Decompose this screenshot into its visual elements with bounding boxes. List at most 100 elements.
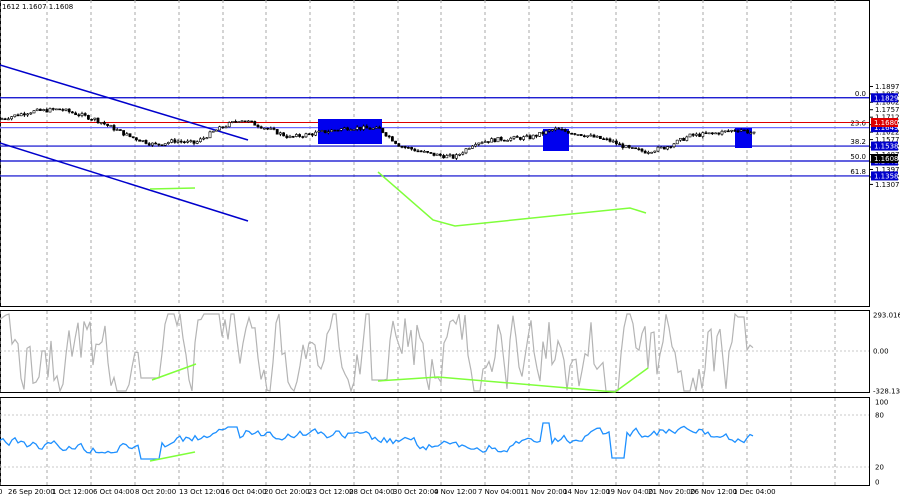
- candle-body: [301, 136, 305, 138]
- candle-body: [749, 132, 753, 135]
- candle-body: [688, 133, 692, 138]
- price-tag-label: 1.1538: [874, 143, 899, 151]
- current-price-tag: 1.1608: [871, 154, 899, 163]
- candle-body: [739, 129, 743, 132]
- candle-body: [522, 136, 526, 140]
- candle-body: [432, 152, 436, 156]
- candle-body: [534, 134, 538, 137]
- candle-body: [726, 130, 730, 133]
- candle-body: [464, 148, 468, 154]
- candle-body: [3, 118, 7, 121]
- candle-body: [666, 146, 670, 150]
- candle-body: [550, 129, 554, 132]
- candle-body: [720, 130, 724, 135]
- candle-body: [218, 126, 222, 131]
- time-axis-label: 23 Oct 12:00: [308, 488, 354, 496]
- candle-body: [419, 150, 423, 153]
- candle-body: [352, 129, 356, 131]
- candle-body: [323, 130, 327, 133]
- candle-body: [54, 108, 58, 111]
- candle-body: [294, 134, 298, 137]
- candle-body: [477, 142, 481, 145]
- trend-channel: [0, 64, 249, 222]
- candle-body: [381, 128, 385, 133]
- candle-body: [109, 125, 113, 127]
- candle-body: [650, 151, 654, 154]
- rsi-axis: 100 80 20 0: [875, 399, 888, 487]
- price-tag: [871, 118, 898, 127]
- price-tag: [871, 141, 898, 151]
- candle-body: [16, 114, 20, 117]
- channel-lower-line: [0, 142, 249, 222]
- candle-body: [176, 140, 180, 143]
- time-axis-label: 16 Oct 04:00: [221, 488, 267, 496]
- cci-panel-frame: [0, 310, 870, 393]
- time-axis-label: 13 Oct 12:00: [179, 488, 225, 496]
- candle-body: [314, 131, 318, 136]
- time-axis-label: 7 Nov 04:00: [478, 488, 521, 496]
- candle-body: [339, 128, 343, 131]
- candle-body: [186, 140, 190, 143]
- candle-body: [422, 151, 426, 153]
- candle-body: [502, 139, 506, 142]
- candle-body: [234, 121, 238, 123]
- candle-body: [458, 153, 462, 156]
- rsi-tick-label: 20: [875, 464, 884, 472]
- candle-body: [704, 132, 708, 135]
- candle-body: [266, 127, 270, 130]
- candle-body: [554, 127, 558, 131]
- candle-body: [106, 123, 110, 126]
- candle-body: [115, 129, 119, 131]
- candle-body: [733, 129, 737, 132]
- candle-body: [406, 147, 410, 149]
- candle-body: [275, 129, 279, 135]
- candle-body: [342, 127, 346, 130]
- price-tag-label: 1.1649: [874, 124, 899, 132]
- candle-body: [483, 141, 487, 143]
- resistance-zone-box: [543, 129, 569, 151]
- cci-divergence-lines: [151, 363, 649, 393]
- divergence-line: [377, 171, 647, 227]
- candle-body: [45, 109, 49, 113]
- candle-body: [291, 135, 295, 138]
- candle-body: [586, 135, 590, 138]
- time-axis-label: 14 Nov 12:00: [563, 488, 610, 496]
- candle-body: [26, 113, 30, 116]
- candle-body: [573, 133, 577, 135]
- candle-body: [374, 126, 378, 129]
- price-tick-label: 1.1397: [875, 166, 900, 174]
- candle-body: [362, 125, 366, 130]
- candle-body: [397, 143, 401, 147]
- candle-body: [416, 150, 420, 153]
- candle-body: [61, 109, 65, 111]
- candle-body: [736, 130, 740, 133]
- candle-body: [125, 133, 129, 136]
- rsi-tick-label: 100: [875, 399, 888, 407]
- candle-body: [448, 154, 452, 157]
- candle-body: [659, 146, 663, 149]
- candle-body: [512, 136, 516, 139]
- candle-body: [675, 139, 679, 145]
- candle-body: [112, 125, 116, 131]
- time-axis-label: 8 Oct 20:00: [135, 488, 176, 496]
- price-tick-label: 1.1622: [875, 129, 900, 137]
- candle-body: [656, 146, 660, 152]
- time-axis-label: 21 Nov 20:00: [648, 488, 695, 496]
- price-tick-label: 1.1712: [875, 114, 900, 122]
- candle-body: [678, 137, 682, 141]
- candle-body: [0, 118, 4, 121]
- rsi-divergence-line: [149, 451, 196, 462]
- current-price-label: 1.1608: [874, 155, 899, 163]
- price-tick-label: 1.1802: [875, 99, 900, 107]
- candle-body: [493, 138, 497, 143]
- candle-body: [541, 132, 545, 135]
- candle-body: [29, 112, 33, 115]
- candle-body: [365, 125, 369, 129]
- candle-body: [467, 148, 471, 150]
- candle-body: [576, 134, 580, 136]
- candle-body: [131, 136, 135, 139]
- candle-body: [410, 147, 414, 150]
- time-axis-label: 30 Oct 20:00: [393, 488, 439, 496]
- candle-body: [486, 141, 490, 143]
